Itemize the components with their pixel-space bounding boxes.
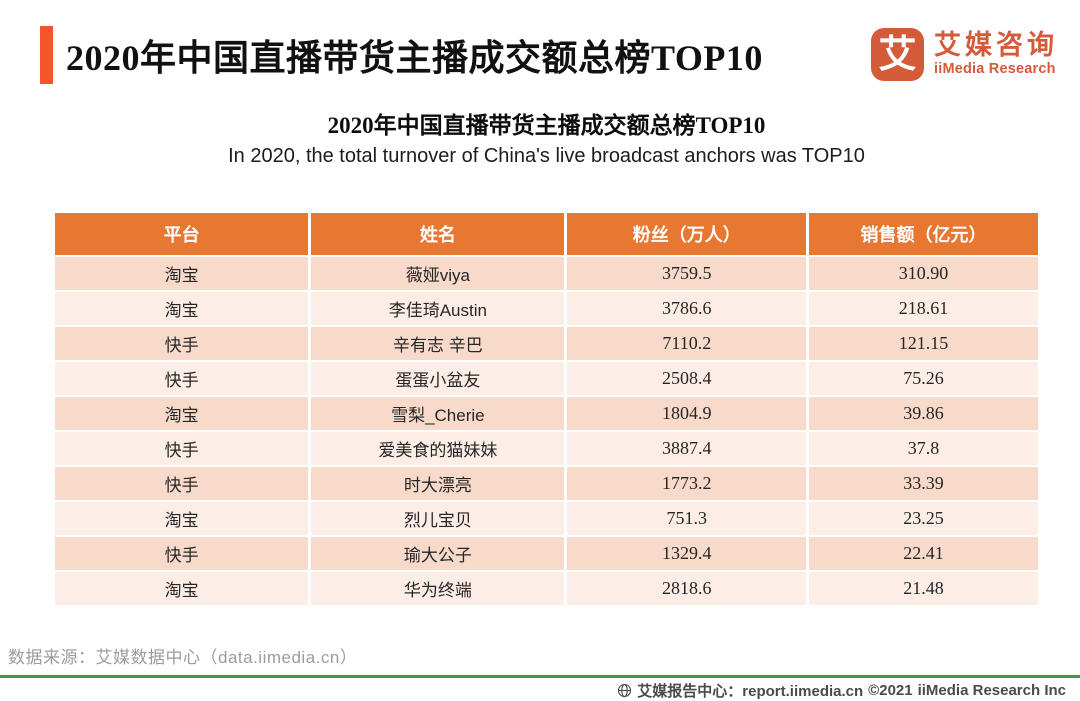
table-cell: 218.61	[809, 292, 1038, 325]
column-header: 姓名	[311, 213, 565, 255]
table-row: 淘宝 李佳琦Austin 3786.6 218.61	[55, 292, 1038, 325]
table-cell: 121.15	[809, 327, 1038, 360]
table-cell: 7110.2	[567, 327, 807, 360]
table-cell: 快手	[55, 362, 309, 395]
table-cell: 快手	[55, 432, 309, 465]
page-title: 2020年中国直播带货主播成交额总榜TOP10	[66, 38, 763, 78]
chart-title-en: In 2020, the total turnover of China's l…	[228, 145, 865, 167]
table-cell: 39.86	[809, 397, 1038, 430]
footer: 艾媒报告中心：report.iimedia.cn ©2021 iiMedia R…	[617, 680, 1066, 701]
column-header: 粉丝（万人）	[567, 213, 807, 255]
table-row: 快手 时大漂亮 1773.2 33.39	[55, 467, 1038, 500]
table-cell: 2508.4	[567, 362, 807, 395]
iimedia-logo-text: 艾媒咨询 iiMedia Research	[934, 29, 1058, 78]
footer-copyright: ©2021	[868, 682, 913, 699]
table-cell: 快手	[55, 537, 309, 570]
table-row: 快手 蛋蛋小盆友 2508.4 75.26	[55, 362, 1038, 395]
table-cell: 3759.5	[567, 257, 807, 290]
iimedia-logo: 艾 艾媒咨询 iiMedia Research	[871, 28, 1058, 81]
table-cell: 1329.4	[567, 537, 807, 570]
header: 2020年中国直播带货主播成交额总榜TOP10	[40, 26, 763, 84]
table-cell: 时大漂亮	[311, 467, 565, 500]
table-row: 淘宝 薇娅viya 3759.5 310.90	[55, 257, 1038, 290]
footer-company: iiMedia Research Inc	[917, 682, 1066, 699]
table-cell: 22.41	[809, 537, 1038, 570]
table-cell: 淘宝	[55, 572, 309, 605]
table-cell: 辛有志 辛巴	[311, 327, 565, 360]
logo-name-en: iiMedia Research	[934, 60, 1056, 77]
table-cell: 蛋蛋小盆友	[311, 362, 565, 395]
table-row: 快手 瑜大公子 1329.4 22.41	[55, 537, 1038, 570]
footer-divider-line	[0, 675, 1080, 678]
table-cell: 薇娅viya	[311, 257, 565, 290]
column-header: 销售额（亿元）	[809, 213, 1038, 255]
table-cell: 75.26	[809, 362, 1038, 395]
logo-name-cn: 艾媒咨询	[934, 29, 1058, 60]
data-source-note: 数据来源：艾媒数据中心（data.iimedia.cn）	[8, 648, 358, 667]
table-cell: 2818.6	[567, 572, 807, 605]
table-cell: 爱美食的猫妹妹	[311, 432, 565, 465]
table-cell: 华为终端	[311, 572, 565, 605]
globe-icon	[618, 683, 632, 698]
table-cell: 310.90	[809, 257, 1038, 290]
table-cell: 37.8	[809, 432, 1038, 465]
table-cell: 23.25	[809, 502, 1038, 535]
table-cell: 33.39	[809, 467, 1038, 500]
table-cell: 淘宝	[55, 502, 309, 535]
table-cell: 瑜大公子	[311, 537, 565, 570]
column-header: 平台	[55, 213, 309, 255]
table-cell: 雪梨_Cherie	[311, 397, 565, 430]
chart-title-cn: 2020年中国直播带货主播成交额总榜TOP10	[327, 113, 766, 138]
table-cell: 1773.2	[567, 467, 807, 500]
table-row: 淘宝 雪梨_Cherie 1804.9 39.86	[55, 397, 1038, 430]
table-cell: 李佳琦Austin	[311, 292, 565, 325]
table-row: 快手 爱美食的猫妹妹 3887.4 37.8	[55, 432, 1038, 465]
table-cell: 淘宝	[55, 292, 309, 325]
table-cell: 淘宝	[55, 257, 309, 290]
table-cell: 淘宝	[55, 397, 309, 430]
ranking-table: 平台 姓名 粉丝（万人） 销售额（亿元） 淘宝 薇娅viya 3759.5 310.90 淘宝…	[52, 211, 1041, 607]
footer-report-center: 艾媒报告中心：report.iimedia.cn	[637, 683, 864, 700]
table-cell: 3786.6	[567, 292, 807, 325]
table-cell: 快手	[55, 327, 309, 360]
table-cell: 751.3	[567, 502, 807, 535]
table-row: 快手 辛有志 辛巴 7110.2 121.15	[55, 327, 1038, 360]
table-cell: 3887.4	[567, 432, 807, 465]
title-accent-bar	[40, 26, 53, 84]
table-body: 淘宝 薇娅viya 3759.5 310.90 淘宝 李佳琦Austin 3786.6 218…	[55, 257, 1038, 605]
table-cell: 1804.9	[567, 397, 807, 430]
table-header-row: 平台 姓名 粉丝（万人） 销售额（亿元）	[55, 213, 1038, 255]
table-cell: 21.48	[809, 572, 1038, 605]
table-cell: 快手	[55, 467, 309, 500]
table-cell: 烈儿宝贝	[311, 502, 565, 535]
iimedia-logo-icon: 艾	[871, 28, 924, 81]
table-row: 淘宝 华为终端 2818.6 21.48	[55, 572, 1038, 605]
table-row: 淘宝 烈儿宝贝 751.3 23.25	[55, 502, 1038, 535]
